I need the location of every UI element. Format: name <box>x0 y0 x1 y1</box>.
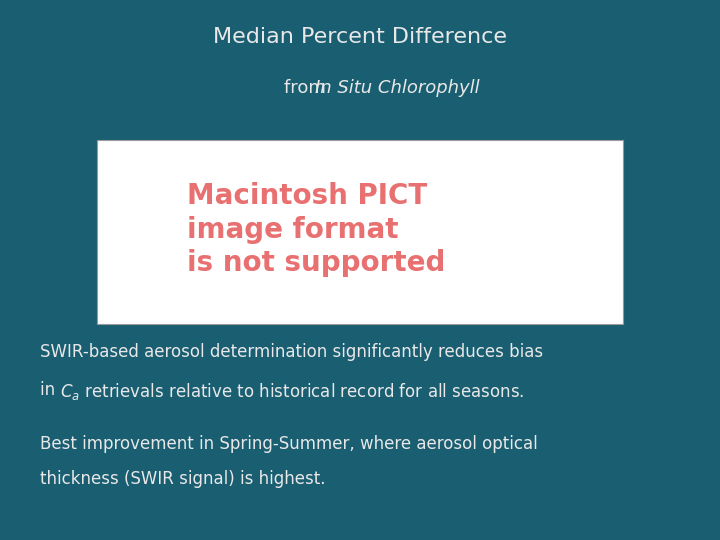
Text: Macintosh PICT
image format
is not supported: Macintosh PICT image format is not suppo… <box>187 182 446 277</box>
Text: SWIR-based aerosol determination significantly reduces bias: SWIR-based aerosol determination signifi… <box>40 343 543 361</box>
Text: Best improvement in Spring-Summer, where aerosol optical: Best improvement in Spring-Summer, where… <box>40 435 537 453</box>
Text: from: from <box>284 79 332 97</box>
Text: in: in <box>40 381 60 399</box>
Text: $C_a$ retrievals relative to historical record for all seasons.: $C_a$ retrievals relative to historical … <box>60 381 524 402</box>
FancyBboxPatch shape <box>97 140 623 324</box>
Text: Median Percent Difference: Median Percent Difference <box>213 27 507 47</box>
Text: In Situ Chlorophyll: In Situ Chlorophyll <box>315 79 480 97</box>
Text: thickness (SWIR signal) is highest.: thickness (SWIR signal) is highest. <box>40 470 325 488</box>
